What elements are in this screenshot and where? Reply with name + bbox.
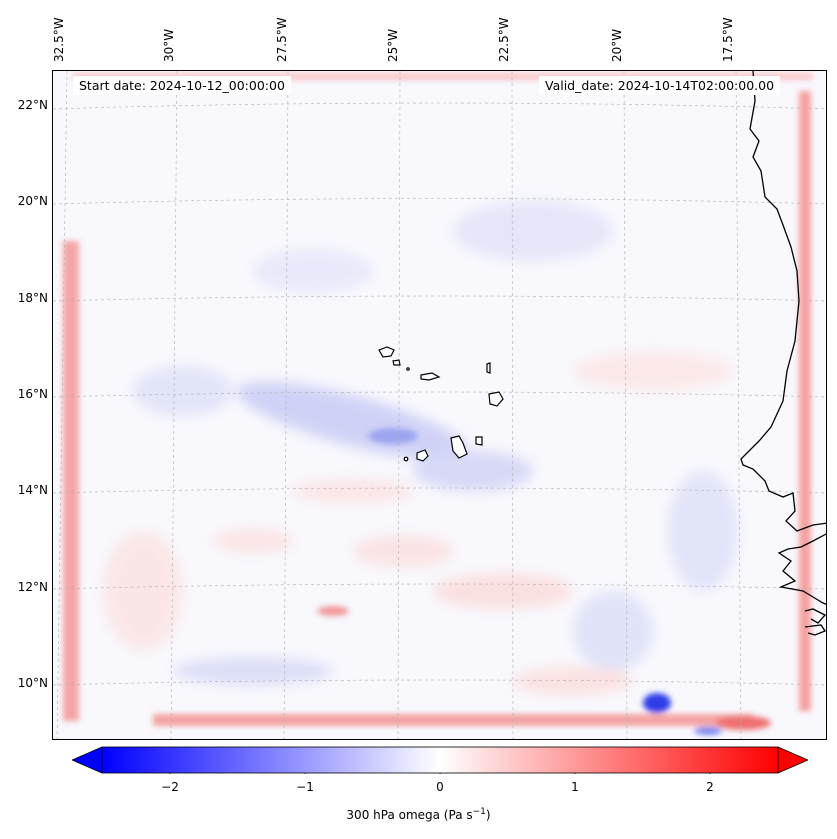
colorbar-tick-2: 2 — [706, 780, 714, 794]
start-date-label: Start date: 2024-10-12_00:00:00 — [73, 76, 291, 95]
lon-label-25w: 25°W — [386, 28, 400, 62]
lon-label-17-5w: 17.5°W — [721, 17, 735, 62]
valid-date-label: Valid_date: 2024-10-14T02:00:00.00 — [539, 76, 781, 95]
colorbar-tick-1: 1 — [571, 780, 579, 794]
lon-label-32-5w: 32.5°W — [52, 17, 66, 62]
omega-map — [52, 70, 827, 740]
lat-label-14n: 14°N — [17, 483, 48, 497]
lat-label-12n: 12°N — [17, 580, 48, 594]
colorbar-high-extend — [777, 746, 810, 774]
cape-verde-islands — [378, 346, 504, 462]
omega-field — [53, 71, 826, 739]
lat-label-10n: 10°N — [17, 676, 48, 690]
colorbar-tick-minus1: −1 — [296, 780, 314, 794]
colorbar-low-extend — [70, 746, 103, 774]
lon-label-20w: 20°W — [610, 28, 624, 62]
gridlines — [53, 71, 826, 739]
lon-label-27-5w: 27.5°W — [275, 17, 289, 62]
lon-label-22-5w: 22.5°W — [497, 17, 511, 62]
african-coastline — [740, 71, 826, 636]
colorbar-tick-minus2: −2 — [161, 780, 179, 794]
colorbar-gradient — [70, 746, 810, 777]
lon-label-30w: 30°W — [162, 28, 176, 62]
lat-label-18n: 18°N — [17, 291, 48, 305]
colorbar-title: 300 hPa omega (Pa s−1) — [346, 807, 491, 822]
lat-label-20n: 20°N — [17, 194, 48, 208]
colorbar-tick-0: 0 — [436, 780, 444, 794]
lat-label-22n: 22°N — [17, 98, 48, 112]
colorbar — [70, 746, 810, 778]
lat-label-16n: 16°N — [17, 387, 48, 401]
